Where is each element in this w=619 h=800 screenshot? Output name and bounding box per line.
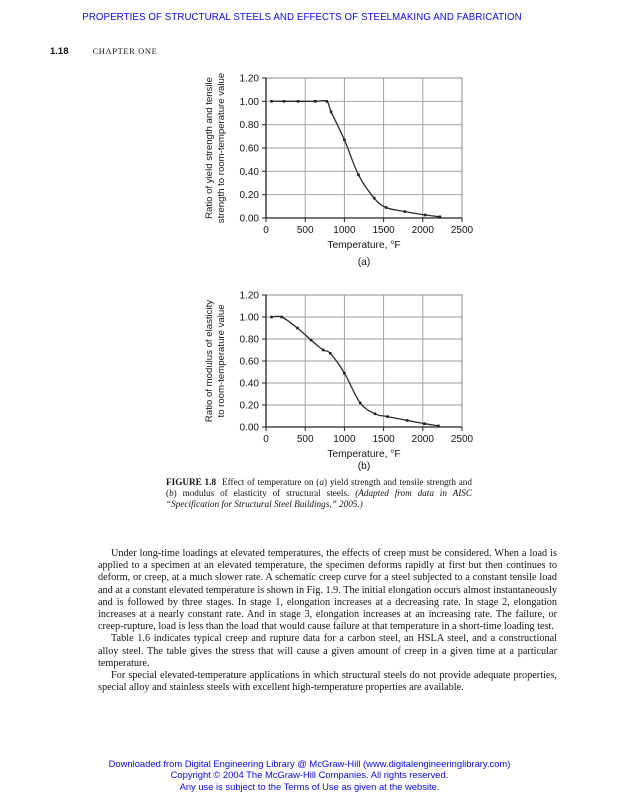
footer-terms-line: Any use is subject to the Terms of Use a…	[179, 780, 440, 792]
data-curve-yield-and-tensile-strength-ratio	[271, 99, 441, 218]
subplot-label: (a)	[358, 257, 370, 268]
subplot-label: (b)	[358, 461, 370, 472]
footer-copyright-line: Copyright © 2004 The McGraw-Hill Compani…	[170, 769, 449, 781]
paragraph-table-1-6: Table 1.6 indicates typical creep and ru…	[98, 633, 557, 669]
caption-text-3: ) modulus of elasticity of structural st…	[173, 487, 356, 498]
svg-text:0.20: 0.20	[240, 401, 260, 412]
page-number: 1.18	[50, 46, 69, 57]
chapter-title: CHAPTER ONE	[92, 46, 158, 56]
axes	[262, 294, 463, 431]
svg-text:0.40: 0.40	[240, 379, 260, 390]
svg-text:0.80: 0.80	[240, 120, 260, 131]
svg-text:2500: 2500	[451, 225, 474, 236]
tick-labels: 0 500 1000 1500 2000 2500 0.00 0.20 0.40 0.60 0.80…	[240, 74, 474, 237]
paragraph-creep: Under long-time loadings at elevated tem…	[98, 548, 557, 633]
svg-text:500: 500	[297, 225, 314, 236]
svg-text:strength to room-temperature v: strength to room-temperature value	[216, 73, 227, 223]
paragraph-special-steels: For special elevated-temperature applica…	[98, 670, 557, 694]
axes	[262, 77, 463, 222]
y-axis-title: Ratio of yield strength and tensile stren…	[204, 73, 227, 223]
caption-source: (Adapted from data in AISC “Specificatio…	[166, 487, 472, 509]
svg-text:0.60: 0.60	[240, 357, 260, 368]
svg-text:500: 500	[297, 434, 314, 445]
svg-text:Ratio of modulus of elasticity: Ratio of modulus of elasticity	[204, 300, 215, 422]
body-text: Under long-time loadings at elevated tem…	[98, 548, 557, 694]
svg-text:0.60: 0.60	[240, 144, 260, 155]
data-points	[270, 100, 442, 219]
svg-text:0.40: 0.40	[240, 167, 260, 178]
svg-text:to room-temperature value: to room-temperature value	[216, 304, 227, 417]
figure-caption-label: FIGURE 1.8	[166, 477, 217, 487]
footer-notice: Downloaded from Digital Engineering Libr…	[0, 758, 619, 792]
running-header: PROPERTIES OF STRUCTURAL STEELS AND EFFE…	[82, 12, 522, 23]
svg-text:1.00: 1.00	[240, 313, 260, 324]
tick-labels: 0 500 1000 1500 2000 2500 0.00 0.20 0.40 0.60 0.80…	[240, 291, 474, 446]
svg-text:2000: 2000	[412, 225, 435, 236]
svg-text:1.20: 1.20	[240, 74, 260, 85]
x-axis-title: Temperature, °F	[327, 449, 400, 460]
svg-text:0.00: 0.00	[240, 423, 260, 434]
svg-text:1500: 1500	[372, 434, 395, 445]
page-info: 1.18 CHAPTER ONE	[50, 41, 157, 59]
svg-text:0.80: 0.80	[240, 335, 260, 346]
figure-caption: FIGURE 1.8 Effect of temperature on (a) y…	[166, 477, 472, 510]
data-points	[270, 315, 440, 428]
grid-lines	[265, 77, 463, 219]
svg-text:0: 0	[263, 434, 269, 445]
caption-text-1: Effect of temperature on (	[222, 477, 320, 487]
caption-text-2: ) yield strength and tensile strength an…	[166, 477, 472, 498]
svg-text:2000: 2000	[412, 434, 435, 445]
svg-text:1500: 1500	[372, 225, 395, 236]
chart-modulus-of-elasticity-vs-temperature: 0 500 1000 1500 2000 2500 0.00 0.20 0.40 0.60 0.80…	[204, 291, 474, 473]
svg-text:1000: 1000	[333, 225, 356, 236]
caption-italic-a: a	[319, 477, 324, 487]
footer-downloaded-line: Downloaded from Digital Engineering Libr…	[108, 758, 511, 769]
svg-text:1.20: 1.20	[240, 291, 260, 302]
svg-text:0.00: 0.00	[240, 214, 260, 225]
svg-text:2500: 2500	[451, 434, 474, 445]
y-axis-title: Ratio of modulus of elasticity to room-te…	[204, 300, 227, 422]
caption-italic-b: b	[169, 487, 174, 498]
svg-text:Ratio of yield strength and te: Ratio of yield strength and tensile	[204, 77, 215, 219]
chart-yield-tensile-strength-vs-temperature: 0 500 1000 1500 2000 2500 0.00 0.20 0.40 0.60 0.80…	[204, 73, 474, 268]
data-curve-modulus-of-elasticity-ratio	[271, 315, 439, 427]
svg-text:0: 0	[263, 225, 269, 236]
svg-text:1000: 1000	[333, 434, 356, 445]
svg-text:1.00: 1.00	[240, 97, 260, 108]
svg-text:0.20: 0.20	[240, 190, 260, 201]
x-axis-title: Temperature, °F	[327, 240, 400, 251]
